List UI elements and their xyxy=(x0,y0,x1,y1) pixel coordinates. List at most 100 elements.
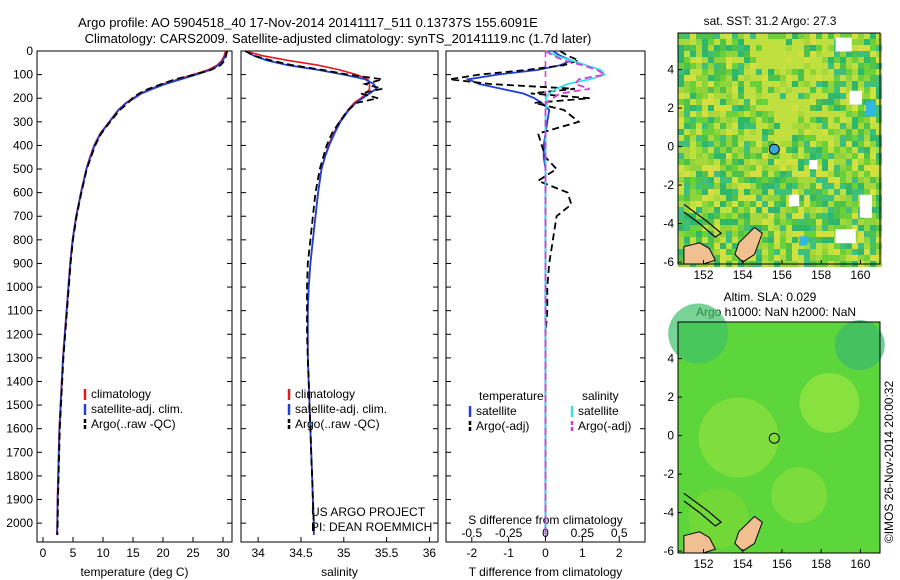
sst-cell xyxy=(768,117,774,123)
sst-cell xyxy=(828,213,834,219)
series-line xyxy=(449,50,590,535)
sst-cell xyxy=(702,105,708,111)
sst-cell xyxy=(834,225,840,231)
sst-cell xyxy=(834,105,840,111)
sst-cell xyxy=(678,225,684,231)
sst-cell xyxy=(678,63,684,69)
sst-cell xyxy=(786,39,792,45)
sst-cell xyxy=(708,165,714,171)
map-y-tick-label: -2 xyxy=(663,178,674,192)
sst-cell xyxy=(864,69,870,75)
sst-cell xyxy=(720,39,726,45)
sst-cell xyxy=(780,87,786,93)
sst-cell xyxy=(774,51,780,57)
sst-cell xyxy=(774,231,780,237)
sst-cell xyxy=(846,243,852,249)
map-x-tick-label: 156 xyxy=(772,557,792,571)
sst-cell xyxy=(780,159,786,165)
sst-cell xyxy=(714,87,720,93)
sst-cell xyxy=(726,129,732,135)
sst-cell xyxy=(852,201,858,207)
sst-cell xyxy=(858,255,864,261)
map-x-tick-label: 156 xyxy=(772,268,792,282)
sst-cell xyxy=(768,255,774,261)
sst-cell xyxy=(708,147,714,153)
sst-cell xyxy=(804,105,810,111)
sst-cell xyxy=(792,45,798,51)
sst-cell xyxy=(678,147,684,153)
sst-cell xyxy=(816,93,822,99)
x-axis-label: T difference from climatology xyxy=(469,565,623,579)
sst-cell xyxy=(864,225,870,231)
sst-cell xyxy=(780,45,786,51)
sst-cell xyxy=(804,111,810,117)
sst-cell xyxy=(798,147,804,153)
sst-cell xyxy=(858,147,864,153)
sst-cell xyxy=(852,51,858,57)
sst-cell xyxy=(738,219,744,225)
x-tick-label: 36 xyxy=(423,546,437,560)
sst-cell xyxy=(834,159,840,165)
sst-cell xyxy=(678,117,684,123)
sst-cell xyxy=(726,177,732,183)
sst-cell xyxy=(684,81,690,87)
sst-cell xyxy=(846,99,852,105)
sst-cell xyxy=(798,141,804,147)
x-tick-label: 1 xyxy=(579,546,586,560)
sst-cell xyxy=(732,105,738,111)
sst-cell xyxy=(810,111,816,117)
cloud-gap xyxy=(849,90,862,105)
sst-cell xyxy=(720,153,726,159)
sst-cell xyxy=(768,33,774,39)
sst-cell xyxy=(750,207,756,213)
sst-cell xyxy=(828,159,834,165)
sst-cell xyxy=(750,177,756,183)
sst-cell xyxy=(798,69,804,75)
sst-cell xyxy=(846,219,852,225)
sst-cell xyxy=(822,231,828,237)
sst-cell xyxy=(774,225,780,231)
sst-cell xyxy=(798,87,804,93)
sst-cell xyxy=(726,237,732,243)
sst-cell xyxy=(678,141,684,147)
sst-cell xyxy=(750,57,756,63)
sst-cell xyxy=(798,255,804,261)
sst-cell xyxy=(852,141,858,147)
sst-cell xyxy=(858,141,864,147)
sst-cell xyxy=(798,243,804,249)
sst-cell xyxy=(750,117,756,123)
sst-cell xyxy=(870,141,876,147)
sst-cell xyxy=(816,141,822,147)
sst-cell xyxy=(744,165,750,171)
sst-cell xyxy=(786,201,792,207)
sst-cell xyxy=(804,99,810,105)
sst-cell xyxy=(798,111,804,117)
sst-cell xyxy=(720,195,726,201)
y-tick-label: 1900 xyxy=(6,493,33,507)
sst-cell xyxy=(786,165,792,171)
sst-cell xyxy=(678,45,684,51)
sst-cell xyxy=(762,123,768,129)
sst-cell xyxy=(774,105,780,111)
sst-cell xyxy=(822,141,828,147)
sst-cell xyxy=(810,57,816,63)
sst-cell xyxy=(810,183,816,189)
y-tick-label: 600 xyxy=(13,186,33,200)
sst-cell xyxy=(738,111,744,117)
legend-entry: Argo(..raw -QC) xyxy=(91,417,176,431)
sst-cell xyxy=(870,255,876,261)
sst-cell xyxy=(738,93,744,99)
sst-cell xyxy=(864,243,870,249)
sst-cell xyxy=(858,69,864,75)
sst-cell xyxy=(828,129,834,135)
sst-cell xyxy=(720,135,726,141)
sst-cell xyxy=(702,171,708,177)
sst-cell xyxy=(756,243,762,249)
sst-cell xyxy=(834,171,840,177)
sst-cell xyxy=(798,249,804,255)
sst-cell xyxy=(738,33,744,39)
sst-cell xyxy=(786,57,792,63)
sst-cell xyxy=(828,225,834,231)
sst-cell xyxy=(840,165,846,171)
sst-cell xyxy=(834,87,840,93)
